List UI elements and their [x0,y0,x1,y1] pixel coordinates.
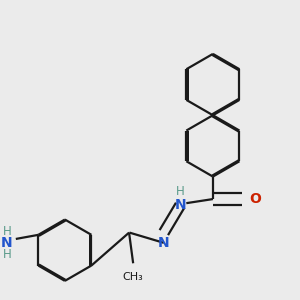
Text: H: H [176,185,184,198]
Text: O: O [250,192,262,206]
Text: N: N [1,236,13,250]
Text: H: H [2,225,11,238]
Text: H: H [2,248,11,261]
Text: CH₃: CH₃ [123,272,143,282]
Text: N: N [174,198,186,212]
Text: N: N [158,236,169,250]
